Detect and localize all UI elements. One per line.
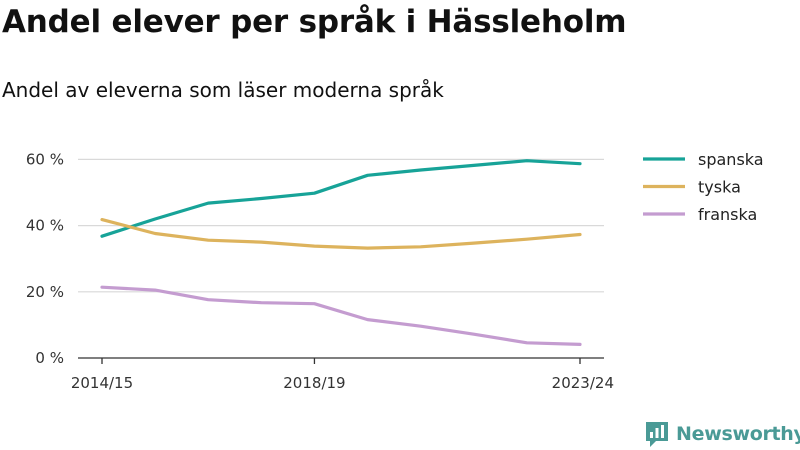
y-tick-label: 20 %	[26, 283, 64, 301]
series-lines	[100, 159, 582, 346]
newsworthy-logo-icon	[646, 422, 668, 447]
series-line-spanska	[100, 159, 582, 238]
newsworthy-logo: Newsworthy	[644, 420, 800, 448]
y-tick-label: 40 %	[26, 217, 64, 235]
x-tick-label: 2014/15	[71, 374, 133, 392]
legend: spanska tyska franska	[643, 150, 764, 224]
chart-subtitle: Andel av eleverna som läser moderna språ…	[2, 78, 444, 102]
y-tick-label: 60 %	[26, 150, 64, 168]
x-tick-label: 2023/24	[552, 374, 614, 392]
x-tick-label: 2018/19	[283, 374, 345, 392]
y-axis: 0 % 20 % 40 % 60 %	[26, 150, 64, 367]
legend-label-franska: franska	[698, 205, 757, 224]
chart-title: Andel elever per språk i Hässleholm	[2, 4, 627, 40]
y-tick-label: 0 %	[35, 349, 64, 367]
grid-lines	[78, 158, 604, 293]
legend-label-spanska: spanska	[698, 150, 764, 169]
series-line-tyska	[100, 218, 582, 250]
series-line-franska	[100, 285, 582, 346]
x-axis: 2014/15 2018/19 2023/24	[71, 357, 614, 392]
logo-text: Newsworthy	[676, 423, 800, 445]
legend-label-tyska: tyska	[698, 178, 741, 197]
